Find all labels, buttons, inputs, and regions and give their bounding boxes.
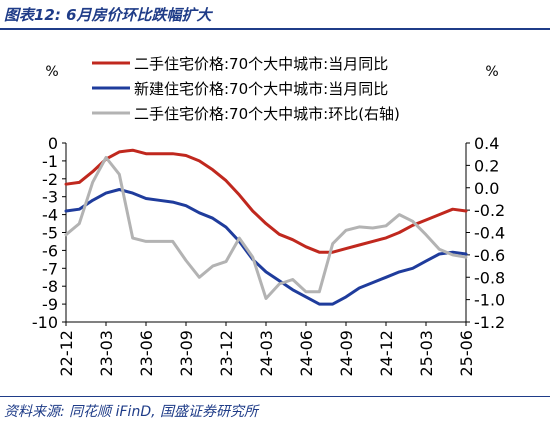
legend: 二手住宅价格:70个大中城市:当月同比新建住宅价格:70个大中城市:当月同比二手…: [92, 55, 400, 123]
x-axis-tick-label: 24-03: [257, 330, 276, 377]
x-axis-tick-label: 25-03: [417, 330, 436, 377]
series-lines: [64, 148, 468, 306]
source-rule: [0, 396, 550, 397]
x-axis-tick-label: 24-09: [337, 330, 356, 377]
left-axis-tick-label: -2: [42, 170, 58, 189]
x-axis-tick-label: 23-09: [177, 330, 196, 377]
x-axis-tick-label: 23-03: [97, 330, 116, 377]
left-axis-tick-label: 0: [48, 134, 58, 153]
legend-label-2: 新建住宅价格:70个大中城市:当月同比: [134, 80, 388, 98]
title-rule: [0, 28, 550, 30]
right-axis-tick-label: 0.4: [474, 134, 499, 153]
x-axis-tick-label: 25-06: [457, 330, 476, 377]
left-axis-tick-label: -1: [42, 152, 58, 171]
left-axis-tick-label: -8: [42, 277, 58, 296]
series-line-3: [64, 156, 468, 300]
x-axis-tick-label: 24-06: [297, 330, 316, 377]
source-note: 资料来源: 同花顺 iFinD, 国盛证券研究所: [4, 404, 259, 420]
right-axis-tick-label: -0.6: [474, 246, 505, 265]
right-axis-tick-label: -0.8: [474, 268, 505, 287]
left-axis-tick-label: -6: [42, 241, 58, 260]
right-axis-tick-label: 0.0: [474, 179, 499, 198]
figure-title: 图表12: 6月房价环比跌幅扩大: [4, 6, 212, 24]
right-axis-tick-label: -1.0: [474, 291, 505, 310]
right-axis-tick-label: 0.2: [474, 156, 499, 175]
legend-label-3: 二手住宅价格:70个大中城市:环比(右轴): [134, 105, 400, 123]
left-axis-tick-label: -9: [42, 295, 58, 314]
axes: 0-1-2-3-4-5-6-7-8-9-10 0.4 0.2 0.0 -0.2 -0.4 -…: [32, 134, 505, 377]
left-axis-tick-label: -7: [42, 259, 58, 278]
right-axis-tick-label: -0.2: [474, 201, 505, 220]
left-axis-tick-label: -4: [42, 206, 58, 225]
right-axis-unit: %: [485, 64, 498, 80]
x-axis-tick-label: 23-12: [217, 330, 236, 377]
x-axis-tick-label: 23-06: [137, 330, 156, 377]
x-axis-tick-label: 22-12: [57, 330, 76, 377]
x-axis-tick-label: 24-12: [377, 330, 396, 377]
left-axis-unit: %: [45, 64, 58, 80]
series-line-1: [64, 148, 468, 254]
left-axis-tick-label: -5: [42, 224, 58, 243]
legend-label-1: 二手住宅价格:70个大中城市:当月同比: [134, 55, 388, 73]
left-axis-tick-label: -3: [42, 188, 58, 207]
right-axis-tick-label: -0.4: [474, 224, 505, 243]
right-axis-tick-label: -1.2: [474, 313, 505, 332]
series-line-2: [64, 188, 468, 306]
left-axis-tick-label: -10: [32, 313, 58, 332]
